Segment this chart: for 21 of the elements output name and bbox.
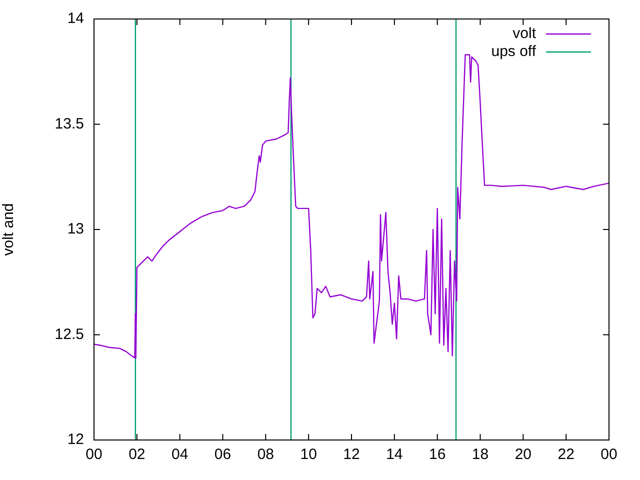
y-tick-label: 13.5 [54,115,84,132]
y-tick-label: 12 [67,431,84,448]
x-tick-label: 00 [86,446,102,464]
x-tick-label: 02 [128,446,146,464]
legend-label: ups off [491,43,537,60]
x-tick-label: 16 [428,446,446,464]
x-tick-label: 08 [257,446,274,464]
x-tick-label: 22 [558,446,574,464]
x-tick-label: 10 [300,446,317,464]
x-tick-label: 12 [343,446,360,464]
x-tick-label: 00 [600,446,618,464]
x-tick-label: 20 [514,446,532,464]
y-axis-title: volt and [0,203,18,256]
x-tick-label: 06 [214,446,232,464]
x-tick-label: 04 [171,446,188,464]
x-tick-label: 18 [472,446,489,464]
y-tick-label: 14 [67,10,84,28]
legend-label: volt [512,25,537,42]
y-tick-label: 12.5 [54,326,84,343]
x-tick-label: 14 [386,446,403,464]
y-tick-label: 13 [67,220,84,238]
